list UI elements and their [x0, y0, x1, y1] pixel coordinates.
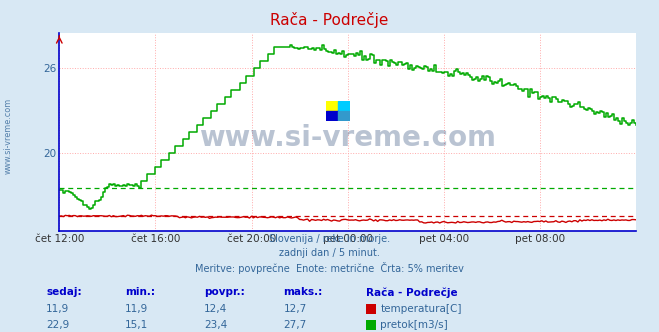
Bar [326, 101, 338, 111]
Text: Slovenija / reke in morje.: Slovenija / reke in morje. [269, 234, 390, 244]
Text: www.si-vreme.com: www.si-vreme.com [3, 98, 13, 174]
Text: 15,1: 15,1 [125, 320, 148, 330]
Bar [326, 111, 338, 121]
Text: 23,4: 23,4 [204, 320, 227, 330]
Bar [338, 111, 350, 121]
Text: temperatura[C]: temperatura[C] [380, 304, 462, 314]
Text: Rača - Podrečje: Rača - Podrečje [270, 12, 389, 28]
Text: pretok[m3/s]: pretok[m3/s] [380, 320, 448, 330]
Text: min.:: min.: [125, 287, 156, 297]
Text: 27,7: 27,7 [283, 320, 306, 330]
Text: povpr.:: povpr.: [204, 287, 245, 297]
Text: zadnji dan / 5 minut.: zadnji dan / 5 minut. [279, 248, 380, 258]
Text: Meritve: povprečne  Enote: metrične  Črta: 5% meritev: Meritve: povprečne Enote: metrične Črta:… [195, 262, 464, 274]
Text: sedaj:: sedaj: [46, 287, 82, 297]
Text: Rača - Podrečje: Rača - Podrečje [366, 287, 457, 298]
Text: www.si-vreme.com: www.si-vreme.com [199, 124, 496, 152]
Text: 11,9: 11,9 [46, 304, 69, 314]
Text: 22,9: 22,9 [46, 320, 69, 330]
Text: 12,7: 12,7 [283, 304, 306, 314]
Text: 11,9: 11,9 [125, 304, 148, 314]
Text: 12,4: 12,4 [204, 304, 227, 314]
Text: maks.:: maks.: [283, 287, 323, 297]
Bar [338, 101, 350, 111]
